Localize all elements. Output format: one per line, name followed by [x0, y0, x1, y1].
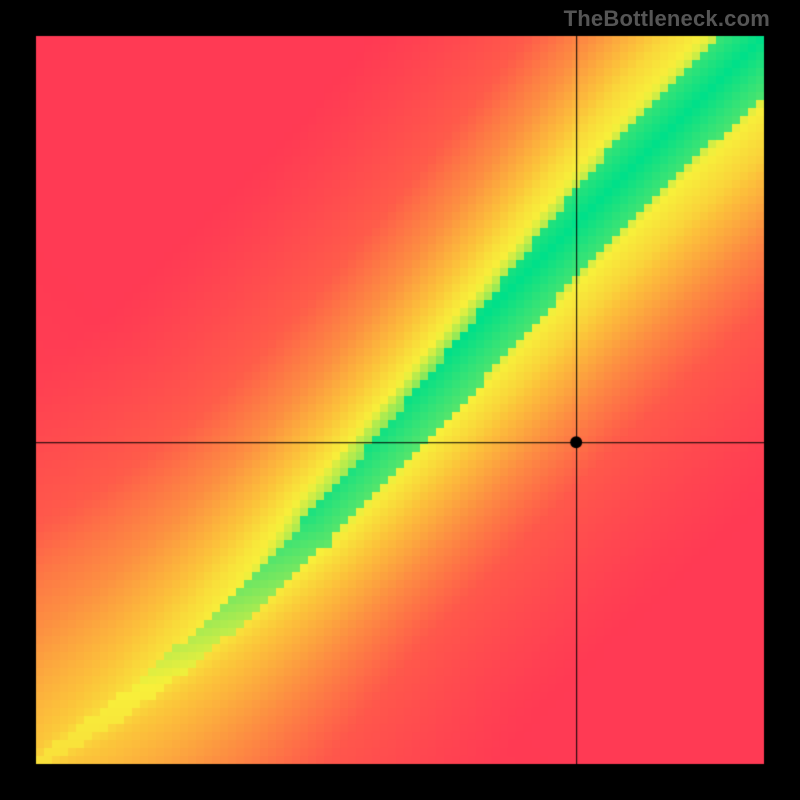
heatmap-canvas [0, 0, 800, 800]
chart-container: TheBottleneck.com [0, 0, 800, 800]
watermark-label: TheBottleneck.com [564, 6, 770, 32]
